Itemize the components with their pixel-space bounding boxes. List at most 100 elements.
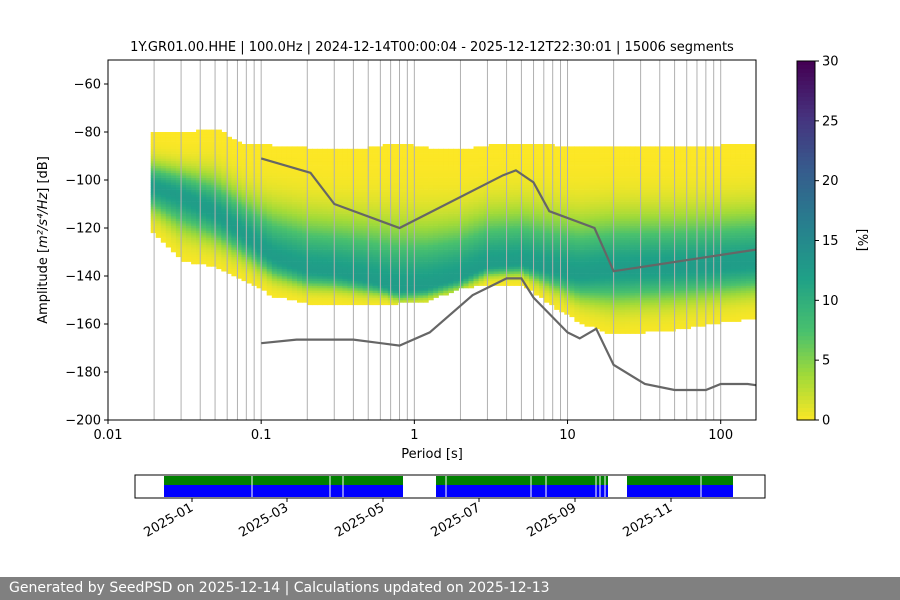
density-cell: [508, 189, 515, 193]
density-cell: [423, 232, 429, 236]
density-cell: [221, 136, 227, 140]
density-cell: [433, 228, 439, 231]
density-cell: [413, 292, 419, 296]
density-cell: [175, 180, 182, 183]
density-cell: [513, 232, 520, 236]
density-cell: [281, 218, 288, 222]
density-cell: [307, 184, 313, 188]
density-cell: [559, 223, 565, 226]
density-cell: [170, 144, 177, 147]
density-cell: [327, 237, 333, 241]
density-cell: [554, 184, 560, 188]
density-cell: [246, 148, 253, 152]
density-cell: [256, 216, 263, 219]
density-cell: [291, 213, 298, 217]
density-cell: [408, 187, 414, 190]
density-cell: [493, 244, 500, 248]
density-cell: [513, 153, 520, 157]
density-cell: [196, 139, 202, 142]
density-cell: [322, 242, 328, 246]
density-cell: [155, 139, 162, 142]
density-cell: [367, 165, 374, 169]
density-cell: [201, 139, 207, 142]
density-cell: [256, 259, 263, 262]
density-cell: [302, 254, 308, 258]
density-cell: [236, 220, 242, 224]
density-cell: [433, 244, 439, 248]
density-cell: [529, 151, 535, 154]
density-cell: [181, 213, 187, 217]
density-cell: [448, 204, 454, 207]
density-cell: [473, 252, 480, 255]
density-cell: [493, 165, 500, 169]
density-cell: [559, 309, 565, 313]
density-cell: [175, 240, 182, 243]
density-cell: [327, 300, 333, 303]
density-cell: [534, 292, 540, 296]
density-cell: [418, 170, 424, 174]
density-cell: [231, 208, 237, 212]
density-cell: [221, 252, 227, 255]
density-cell: [196, 230, 202, 234]
density-cell: [382, 158, 389, 162]
density-cell: [549, 297, 555, 301]
density-cell: [236, 201, 242, 205]
density-cell: [423, 297, 429, 301]
density-cell: [332, 278, 338, 282]
density-cell: [498, 266, 505, 270]
density-cell: [307, 285, 313, 289]
density-cell: [367, 237, 374, 241]
density-cell: [170, 199, 177, 202]
density-cell: [332, 168, 338, 171]
density-cell: [453, 184, 459, 188]
density-cell: [261, 151, 268, 154]
density-cell: [317, 302, 323, 306]
density-cell: [443, 160, 449, 164]
density-cell: [342, 297, 348, 301]
density-cell: [513, 151, 520, 154]
density-cell: [342, 189, 348, 193]
density-cell: [443, 292, 449, 296]
density-cell: [352, 280, 359, 284]
density-cell: [261, 225, 268, 229]
density-cell: [322, 223, 328, 226]
density-cell: [498, 204, 505, 207]
density-cell: [508, 156, 515, 159]
density-cell: [322, 285, 328, 289]
density-cell: [443, 264, 449, 267]
density-cell: [468, 264, 475, 267]
density-cell: [211, 175, 217, 178]
density-cell: [513, 256, 520, 260]
density-cell: [362, 172, 369, 176]
density-cell: [529, 285, 535, 289]
density-cell: [473, 235, 480, 238]
density-cell: [463, 208, 469, 212]
density-cell: [236, 194, 242, 198]
density-cell: [226, 206, 232, 210]
density-cell: [529, 146, 535, 150]
density-cell: [402, 276, 409, 279]
density-cell: [206, 213, 212, 217]
density-cell: [352, 163, 359, 166]
density-cell: [524, 170, 530, 174]
density-cell: [281, 254, 288, 258]
density-cell: [322, 244, 328, 248]
density-cell: [337, 300, 343, 303]
density-cell: [428, 156, 434, 159]
density-cell: [382, 206, 389, 210]
density-cell: [418, 276, 424, 279]
density-cell: [493, 172, 500, 176]
density-cell: [463, 216, 469, 219]
density-cell: [281, 259, 288, 262]
density-cell: [448, 223, 454, 226]
density-cell: [271, 278, 278, 282]
density-cell: [170, 213, 177, 217]
density-cell: [226, 208, 232, 212]
density-cell: [483, 160, 490, 164]
density-cell: [246, 196, 253, 200]
density-cell: [372, 273, 379, 277]
density-cell: [397, 144, 404, 147]
density-cell: [529, 177, 535, 181]
density-cell: [448, 182, 454, 186]
density-cell: [286, 146, 293, 150]
